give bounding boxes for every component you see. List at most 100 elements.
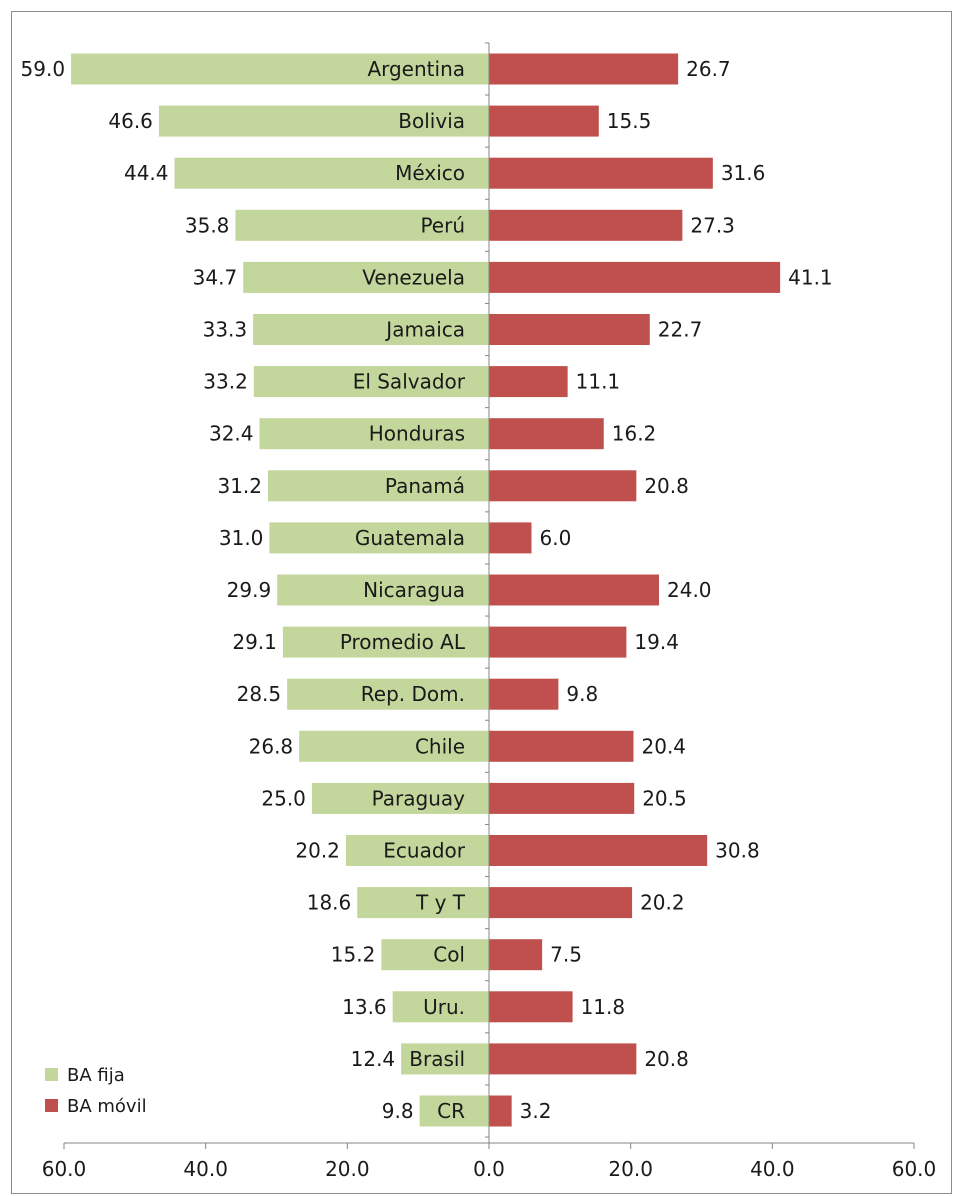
- bar-ba-fija-nicaragua: [277, 574, 489, 606]
- category-label-paraguay: Paraguay: [372, 786, 466, 810]
- data-label-ba-movil-panama: 20.8: [644, 474, 689, 498]
- x-tick-label: 40.0: [183, 1157, 228, 1181]
- category-label-nicaragua: Nicaragua: [363, 578, 465, 602]
- bar-ba-movil-nicaragua: [489, 574, 659, 606]
- bar-ba-movil-rep-dom: [489, 678, 559, 710]
- data-label-ba-fija-mexico: 44.4: [124, 161, 169, 185]
- diverging-bar-chart: Argentina 59.0 26.7 Bolivia 46.6 15.5 México 44…: [21, 42, 936, 1181]
- data-label-ba-fija-el-salvador: 33.2: [203, 370, 248, 394]
- bar-ba-movil-mexico: [489, 157, 713, 189]
- data-label-ba-movil-el-salvador: 11.1: [576, 370, 621, 394]
- legend-label-ba-movil: BA móvil: [67, 1096, 147, 1117]
- data-label-ba-fija-ecuador: 20.2: [295, 839, 340, 863]
- bar-ba-movil-el-salvador: [489, 366, 568, 398]
- legend-label-ba-fija: BA fija: [67, 1065, 125, 1086]
- bar-ba-movil-guatemala: [489, 522, 532, 554]
- data-label-ba-fija-argentina: 59.0: [21, 57, 66, 81]
- bar-ba-fija-chile: [299, 730, 489, 762]
- bar-ba-fija-guatemala: [269, 522, 489, 554]
- bar-ba-movil-col: [489, 939, 543, 971]
- x-tick-label: 60.0: [42, 1157, 87, 1181]
- bar-ba-movil-ecuador: [489, 835, 708, 866]
- data-label-ba-fija-nicaragua: 29.9: [227, 578, 272, 602]
- data-label-ba-movil-uru: 11.8: [581, 995, 626, 1019]
- data-label-ba-movil-venezuela: 41.1: [788, 265, 833, 289]
- bar-ba-movil-chile: [489, 730, 634, 762]
- bar-ba-fija-brasil: [401, 1043, 489, 1075]
- data-label-ba-fija-guatemala: 31.0: [219, 526, 264, 550]
- x-tick-label: 0.0: [473, 1157, 505, 1181]
- data-label-ba-fija-col: 15.2: [331, 943, 376, 967]
- data-label-ba-fija-rep-dom: 28.5: [237, 682, 282, 706]
- data-label-ba-fija-cr: 9.8: [382, 1099, 414, 1123]
- data-label-ba-movil-nicaragua: 24.0: [667, 578, 712, 602]
- category-label-ecuador: Ecuador: [383, 839, 465, 863]
- category-label-panama: Panamá: [385, 474, 465, 498]
- data-label-ba-fija-paraguay: 25.0: [261, 786, 306, 810]
- data-label-ba-fija-t-y-t: 18.6: [307, 891, 352, 915]
- bar-ba-fija-promedio-al: [282, 626, 489, 658]
- category-label-argentina: Argentina: [367, 57, 465, 81]
- data-label-ba-fija-peru: 35.8: [185, 213, 230, 237]
- data-label-ba-movil-paraguay: 20.5: [642, 786, 687, 810]
- category-label-peru: Perú: [420, 213, 465, 237]
- data-label-ba-movil-argentina: 26.7: [686, 57, 731, 81]
- bar-ba-fija-ecuador: [345, 835, 489, 866]
- data-label-ba-fija-chile: 26.8: [249, 734, 294, 758]
- data-label-ba-fija-jamaica: 33.3: [203, 318, 248, 342]
- legend-swatch-ba-movil: [45, 1099, 58, 1112]
- data-label-ba-movil-mexico: 31.6: [721, 161, 766, 185]
- data-label-ba-movil-jamaica: 22.7: [658, 318, 703, 342]
- bar-ba-movil-panama: [489, 470, 637, 502]
- category-label-el-salvador: El Salvador: [353, 370, 466, 394]
- category-label-t-y-t: T y T: [415, 891, 466, 915]
- data-label-ba-movil-honduras: 16.2: [612, 422, 657, 446]
- bar-ba-movil-jamaica: [489, 314, 650, 345]
- data-label-ba-fija-bolivia: 46.6: [108, 109, 153, 133]
- category-label-honduras: Honduras: [369, 422, 465, 446]
- bar-ba-movil-cr: [489, 1095, 512, 1127]
- x-tick-label: 20.0: [608, 1157, 653, 1181]
- data-label-ba-movil-rep-dom: 9.8: [566, 682, 598, 706]
- bar-ba-movil-t-y-t: [489, 887, 633, 919]
- bar-ba-fija-peru: [235, 209, 489, 241]
- category-label-jamaica: Jamaica: [384, 318, 465, 342]
- bar-ba-movil-paraguay: [489, 782, 635, 814]
- category-label-cr: CR: [437, 1099, 465, 1123]
- data-label-ba-fija-honduras: 32.4: [209, 422, 254, 446]
- data-label-ba-movil-bolivia: 15.5: [607, 109, 652, 133]
- legend-swatch-ba-fija: [45, 1068, 58, 1081]
- data-label-ba-movil-peru: 27.3: [690, 213, 735, 237]
- bar-ba-fija-cr: [419, 1095, 489, 1127]
- bar-ba-fija-paraguay: [311, 782, 489, 814]
- category-label-uru: Uru.: [423, 995, 465, 1019]
- bar-ba-fija-bolivia: [158, 105, 489, 137]
- bar-ba-fija-honduras: [259, 418, 489, 450]
- data-label-ba-movil-cr: 3.2: [520, 1099, 552, 1123]
- chart-frame: Argentina 59.0 26.7 Bolivia 46.6 15.5 México 44…: [11, 11, 952, 1194]
- x-tick-label: 20.0: [325, 1157, 370, 1181]
- category-label-mexico: México: [395, 161, 465, 185]
- data-label-ba-movil-col: 7.5: [550, 943, 582, 967]
- bar-ba-movil-honduras: [489, 418, 604, 450]
- bar-ba-movil-bolivia: [489, 105, 599, 137]
- bar-ba-movil-promedio-al: [489, 626, 627, 658]
- bar-ba-movil-peru: [489, 209, 683, 241]
- category-label-guatemala: Guatemala: [355, 526, 465, 550]
- x-tick-label: 40.0: [750, 1157, 795, 1181]
- data-label-ba-fija-brasil: 12.4: [351, 1047, 396, 1071]
- bar-ba-fija-col: [381, 939, 489, 971]
- data-label-ba-movil-chile: 20.4: [642, 734, 687, 758]
- category-label-bolivia: Bolivia: [398, 109, 465, 133]
- data-label-ba-movil-brasil: 20.8: [644, 1047, 689, 1071]
- bar-ba-fija-uru: [392, 991, 489, 1023]
- data-label-ba-fija-venezuela: 34.7: [193, 265, 238, 289]
- bar-ba-movil-argentina: [489, 53, 679, 85]
- data-label-ba-movil-promedio-al: 19.4: [634, 630, 679, 654]
- category-label-col: Col: [433, 943, 465, 967]
- bar-ba-fija-panama: [268, 470, 489, 502]
- category-label-chile: Chile: [415, 734, 465, 758]
- data-label-ba-movil-guatemala: 6.0: [540, 526, 572, 550]
- bar-ba-fija-argentina: [71, 53, 490, 85]
- data-label-ba-fija-promedio-al: 29.1: [232, 630, 277, 654]
